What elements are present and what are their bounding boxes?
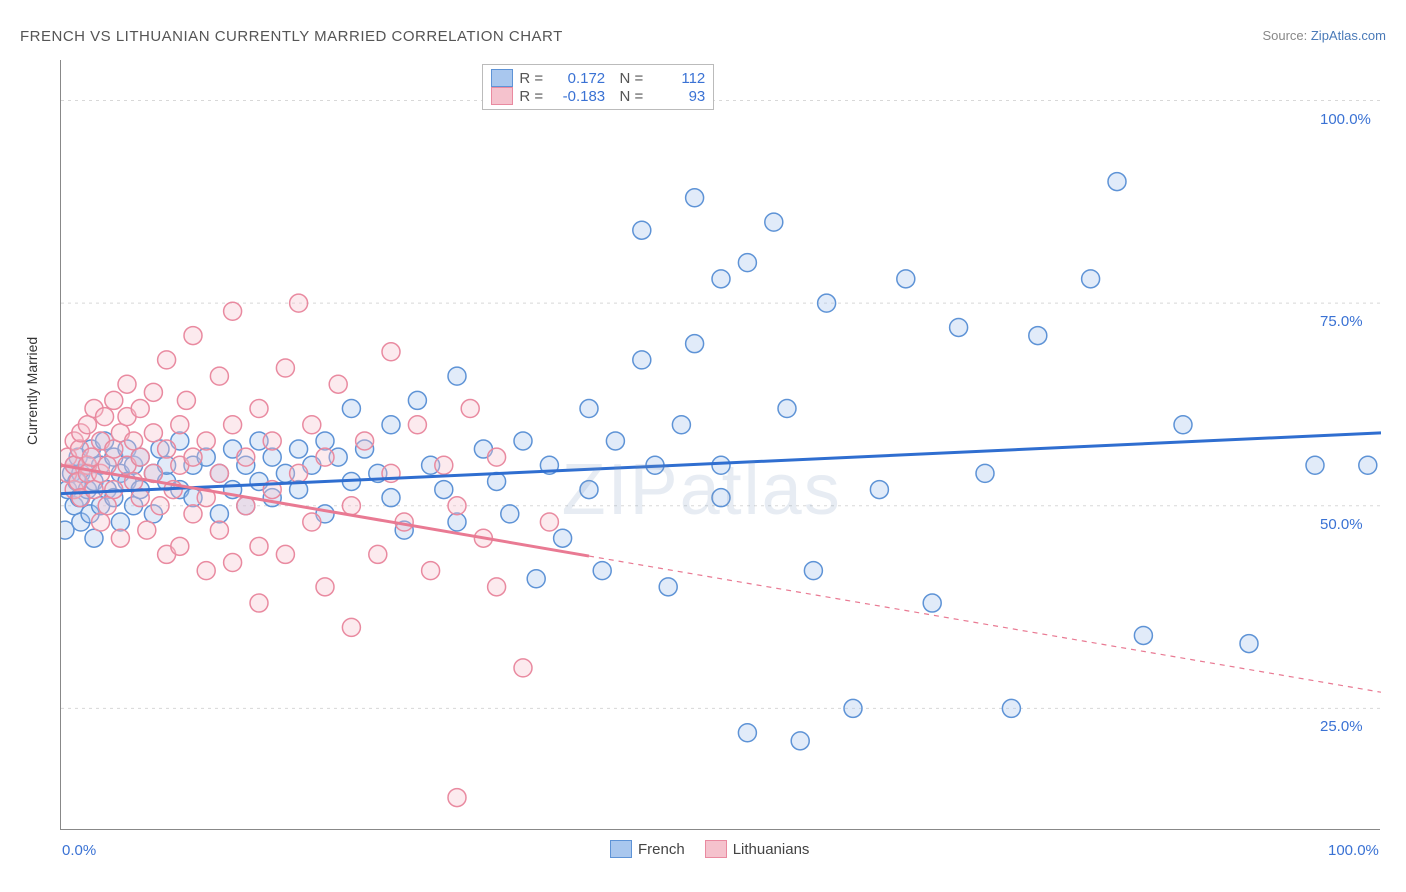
legend-label: French — [638, 841, 685, 858]
series-legend: French Lithuanians — [610, 840, 809, 858]
legend-r-value: -0.183 — [549, 88, 605, 105]
legend-item: French — [610, 840, 685, 858]
legend-r-label: R = — [519, 88, 543, 105]
legend-swatch — [705, 840, 727, 858]
scatter-svg — [61, 60, 1381, 830]
y-axis-label: Currently Married — [24, 337, 40, 445]
legend-n-label: N = — [611, 88, 643, 105]
legend-n-value: 112 — [649, 70, 705, 87]
source-prefix: Source: — [1262, 28, 1310, 43]
legend-row: R = -0.183 N = 93 — [491, 87, 705, 105]
plot-area — [60, 60, 1380, 830]
legend-swatch — [491, 87, 513, 105]
legend-swatch — [491, 69, 513, 87]
legend-n-value: 93 — [649, 88, 705, 105]
source-credit: Source: ZipAtlas.com — [1262, 28, 1386, 43]
legend-item: Lithuanians — [705, 840, 810, 858]
source-link[interactable]: ZipAtlas.com — [1311, 28, 1386, 43]
y-tick-label: 50.0% — [1320, 516, 1363, 533]
legend-label: Lithuanians — [733, 841, 810, 858]
legend-swatch — [610, 840, 632, 858]
legend-r-value: 0.172 — [549, 70, 605, 87]
y-tick-label: 25.0% — [1320, 718, 1363, 735]
correlation-legend: R = 0.172 N = 112 R = -0.183 N = 93 — [482, 64, 714, 110]
y-tick-label: 75.0% — [1320, 313, 1363, 330]
x-tick-label: 0.0% — [62, 842, 96, 859]
x-tick-label: 100.0% — [1328, 842, 1379, 859]
y-tick-label: 100.0% — [1320, 111, 1371, 128]
legend-row: R = 0.172 N = 112 — [491, 69, 705, 87]
legend-n-label: N = — [611, 70, 643, 87]
legend-r-label: R = — [519, 70, 543, 87]
chart-title: FRENCH VS LITHUANIAN CURRENTLY MARRIED C… — [20, 28, 563, 45]
